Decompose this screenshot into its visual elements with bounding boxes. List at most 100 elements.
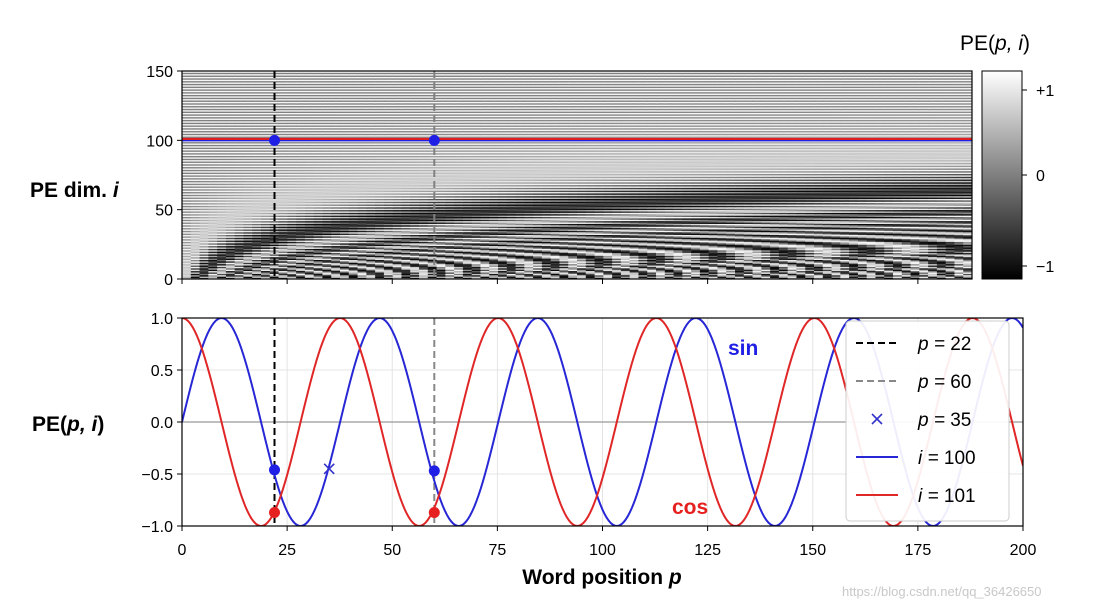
heatmap-cell bbox=[559, 260, 569, 263]
heatmap-cell bbox=[331, 236, 341, 238]
heatmap-cell bbox=[866, 237, 877, 240]
heatmap-cell bbox=[857, 259, 868, 262]
heatmap-cell bbox=[743, 251, 754, 254]
heatmap-cell bbox=[840, 276, 850, 279]
heatmap-cell bbox=[620, 229, 631, 231]
heatmap-cell bbox=[322, 270, 332, 273]
heatmap-cell bbox=[620, 269, 631, 272]
heatmap-cell bbox=[498, 266, 508, 269]
heatmap-cell bbox=[577, 242, 587, 245]
heatmap-cell bbox=[375, 231, 385, 234]
heatmap-cell bbox=[752, 263, 762, 266]
heatmap-cell bbox=[340, 233, 350, 236]
heatmap-cell bbox=[805, 240, 815, 242]
heatmap-cell bbox=[182, 276, 192, 279]
heatmap-cell bbox=[427, 276, 438, 279]
heatmap-cell bbox=[831, 263, 841, 266]
heatmap-cell bbox=[866, 231, 877, 234]
heatmap-cell bbox=[638, 262, 648, 265]
heatmap-cell bbox=[603, 270, 613, 273]
heatmap-cell bbox=[594, 263, 604, 266]
heatmap-cell bbox=[182, 247, 192, 249]
heatmap-cell bbox=[682, 256, 692, 259]
heatmap-cell bbox=[357, 265, 367, 267]
heatmap-cell bbox=[524, 255, 534, 258]
heatmap-cell bbox=[629, 227, 640, 230]
heatmap-cell bbox=[664, 263, 675, 266]
heatmap-cell bbox=[436, 233, 446, 236]
heatmap-cell bbox=[603, 247, 613, 249]
heatmap-cell bbox=[392, 269, 403, 272]
heatmap-cell bbox=[480, 251, 490, 254]
heatmap-cell bbox=[313, 244, 324, 247]
heatmap-cell bbox=[445, 236, 455, 238]
heatmap-cell bbox=[875, 238, 885, 241]
heatmap-cell bbox=[392, 244, 403, 247]
heatmap-cell bbox=[691, 237, 701, 240]
heatmap-cell bbox=[313, 265, 324, 267]
heatmap-cell bbox=[620, 233, 631, 236]
heatmap-cell bbox=[559, 230, 569, 233]
heatmap-cell bbox=[594, 236, 604, 238]
heatmap-cell bbox=[884, 252, 894, 255]
heatmap-cell bbox=[814, 231, 824, 234]
heatmap-cell bbox=[647, 263, 657, 266]
heatmap-cell bbox=[717, 244, 727, 247]
heatmap-cell bbox=[190, 240, 201, 242]
heatmap-cell bbox=[822, 259, 833, 262]
heatmap-cell bbox=[462, 262, 473, 265]
heatmap-cell bbox=[234, 266, 245, 269]
heatmap-cell bbox=[805, 251, 815, 254]
heatmap-cell bbox=[849, 270, 859, 273]
heatmap-cell bbox=[866, 230, 877, 233]
heatmap-cell bbox=[796, 260, 806, 263]
heatmap-cell bbox=[849, 240, 859, 242]
heatmap-cell bbox=[805, 256, 815, 259]
heatmap-cell bbox=[383, 266, 394, 269]
heatmap-cell bbox=[708, 230, 719, 233]
heatmap-cell bbox=[392, 233, 403, 236]
heatmap-cell bbox=[840, 233, 850, 236]
heatmap-cell bbox=[682, 263, 692, 266]
heatmap-cell bbox=[383, 258, 394, 260]
heatmap-cell bbox=[735, 265, 745, 267]
heatmap-cell bbox=[638, 259, 648, 262]
heatmap-cell bbox=[506, 252, 517, 255]
heatmap-cell bbox=[331, 245, 341, 248]
heatmap-cell bbox=[805, 277, 815, 279]
heatmap-cell bbox=[893, 273, 903, 276]
heatmap-cell bbox=[770, 258, 780, 260]
heatmap-cell bbox=[673, 273, 683, 276]
heatmap-cell bbox=[445, 247, 455, 249]
heatmap-cell bbox=[410, 256, 420, 259]
heatmap-cell bbox=[612, 276, 622, 279]
heatmap-cell bbox=[866, 255, 877, 258]
heatmap-cell bbox=[287, 252, 297, 255]
heatmap-cell bbox=[278, 270, 288, 273]
heatmap-cell bbox=[304, 234, 315, 237]
heatmap-cell bbox=[691, 269, 701, 272]
heatmap-cell bbox=[541, 229, 552, 231]
heatmap-cell bbox=[805, 244, 815, 247]
heatmap-cell bbox=[910, 244, 920, 247]
heatmap-cell bbox=[603, 251, 613, 254]
heatmap-cell bbox=[699, 255, 710, 258]
heatmap-cell bbox=[612, 234, 622, 237]
heatmap-cell bbox=[936, 277, 947, 279]
heatmap-cell bbox=[954, 270, 964, 273]
heatmap-cell bbox=[620, 272, 631, 274]
heatmap-cell bbox=[726, 273, 736, 276]
heatmap-cell bbox=[304, 249, 315, 252]
heatmap-cell bbox=[348, 229, 359, 231]
heatmap-cell bbox=[515, 269, 525, 272]
heatmap-cell bbox=[928, 234, 938, 237]
heatmap-cell bbox=[375, 274, 385, 277]
heatmap-cell bbox=[936, 230, 947, 233]
heatmap-cell bbox=[506, 247, 517, 249]
heatmap-cell bbox=[401, 270, 411, 273]
heatmap-cell bbox=[691, 229, 701, 231]
heatmap-cell bbox=[278, 267, 288, 270]
heatmap-cell bbox=[462, 267, 473, 270]
heatmap-cell bbox=[225, 269, 236, 272]
heatmap-cell bbox=[928, 233, 938, 236]
